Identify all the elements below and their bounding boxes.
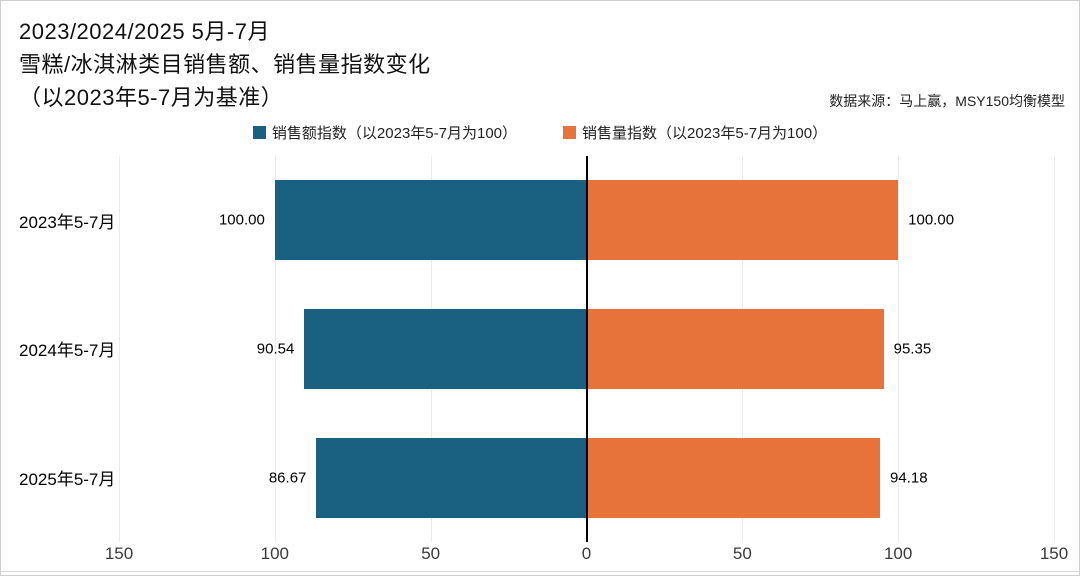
sales-volume-label-1: 95.35 <box>893 340 932 358</box>
x-tick-50-right: 50 <box>732 544 752 563</box>
chart-title-line-3: （以2023年5-7月为基准） <box>19 85 284 110</box>
legend-swatch-blue <box>252 126 266 139</box>
sales-volume-bar-0 <box>586 180 899 261</box>
sales-value-label-1: 90.54 <box>256 340 295 358</box>
gridline-150-left <box>119 156 120 542</box>
x-tick-150-right: 150 <box>1039 544 1069 563</box>
x-tick-0: 0 <box>581 544 592 563</box>
chart-title-line-1: 2023/2024/2025 5月-7月 <box>19 19 270 44</box>
legend-label-sales-volume-index: 销售量指数（以2023年5-7月为100） <box>582 125 828 142</box>
bottom-axis-rule <box>1 571 1079 572</box>
category-label-2: 2025年5-7月 <box>19 470 116 490</box>
gridline-100-right <box>898 156 900 542</box>
bar-row-0: 100.00 100.00 <box>119 156 1054 285</box>
sales-value-label-0: 100.00 <box>218 211 265 229</box>
legend-swatch-orange <box>563 126 576 139</box>
category-label-1: 2024年5-7月 <box>19 341 116 361</box>
bar-row-2: 86.67 94.18 <box>119 413 1054 542</box>
bar-row-1: 90.54 95.35 <box>119 285 1054 414</box>
sales-volume-label-0: 100.00 <box>908 211 955 229</box>
x-tick-150-left: 150 <box>104 544 134 563</box>
x-tick-100-right: 100 <box>883 544 913 563</box>
category-label-0: 2023年5-7月 <box>19 212 116 232</box>
gridline-150-right <box>1054 156 1055 542</box>
x-axis-tick-labels: 150 100 50 0 50 100 150 <box>1 544 1079 570</box>
legend-item-sales-volume-index: 销售量指数（以2023年5-7月为100） <box>563 122 827 143</box>
zero-axis-line <box>585 156 588 542</box>
x-tick-100-left: 100 <box>260 544 290 563</box>
legend-label-sales-value-index: 销售额指数（以2023年5-7月为100） <box>271 125 517 142</box>
sales-value-label-2: 86.67 <box>268 469 307 487</box>
plot-area: 100.00 100.00 90.54 95.35 86.67 94.18 <box>119 156 1055 542</box>
category-axis: 2023年5-7月 2024年5-7月 2025年5-7月 <box>1 156 119 542</box>
chart-title: 2023/2024/2025 5月-7月 雪糕/冰淇淋类目销售额、销售量指数变化… <box>19 15 431 114</box>
sales-value-bar-0 <box>274 180 587 261</box>
legend-item-sales-value-index: 销售额指数（以2023年5-7月为100） <box>252 122 517 143</box>
x-tick-50-left: 50 <box>421 544 441 563</box>
sales-value-bar-1 <box>304 308 587 389</box>
sales-volume-bar-1 <box>586 308 884 389</box>
data-source-note: 数据来源：马上赢，MSY150均衡模型 <box>829 93 1065 109</box>
sales-volume-bar-2 <box>586 437 881 518</box>
sales-value-bar-2 <box>316 437 587 518</box>
chart-title-line-2: 雪糕/冰淇淋类目销售额、销售量指数变化 <box>19 52 431 77</box>
sales-volume-label-2: 94.18 <box>890 469 928 487</box>
gridline-100-left <box>274 156 276 542</box>
chart-legend: 销售额指数（以2023年5-7月为100） 销售量指数（以2023年5-7月为1… <box>1 122 1079 143</box>
